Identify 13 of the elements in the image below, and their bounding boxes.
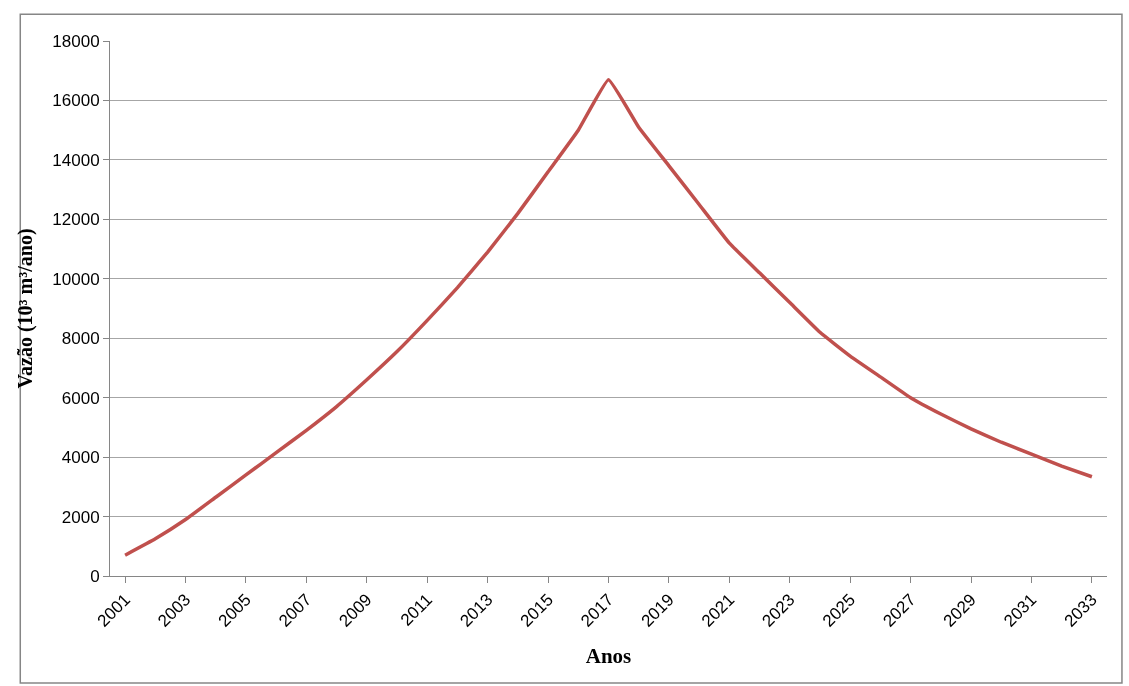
- y-tick-label: 18000: [52, 31, 100, 51]
- y-tick-label: 0: [90, 566, 100, 586]
- x-axis-title: Anos: [585, 643, 632, 668]
- y-tick-label: 8000: [61, 329, 100, 349]
- y-axis-title: Vazão (10³ m³/ano): [13, 228, 37, 389]
- y-tick-label: 16000: [52, 91, 100, 111]
- y-tick-label: 2000: [61, 507, 100, 527]
- line-series: [123, 77, 1094, 557]
- y-tick-label: 4000: [61, 448, 100, 468]
- y-tick-label: 12000: [52, 210, 100, 230]
- y-tick-label: 14000: [52, 150, 100, 170]
- y-tick-label: 10000: [52, 269, 100, 289]
- y-tick-label: 6000: [61, 388, 100, 408]
